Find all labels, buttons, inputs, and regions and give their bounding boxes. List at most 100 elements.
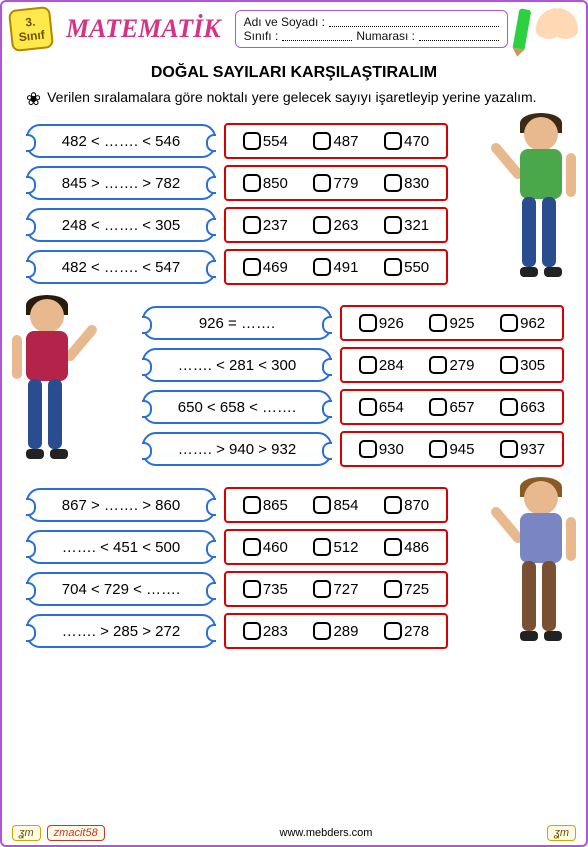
- answer-option[interactable]: 469: [243, 258, 288, 276]
- answer-option[interactable]: 870: [384, 496, 429, 514]
- checkbox-icon[interactable]: [313, 622, 331, 640]
- answer-box: 554 487 470: [224, 123, 448, 159]
- checkbox-icon[interactable]: [313, 258, 331, 276]
- checkbox-icon[interactable]: [313, 580, 331, 598]
- checkbox-icon[interactable]: [243, 258, 261, 276]
- answer-option[interactable]: 727: [313, 580, 358, 598]
- option-label: 305: [520, 357, 545, 374]
- checkbox-icon[interactable]: [243, 174, 261, 192]
- grade-badge: 3. Sınıf: [8, 6, 54, 52]
- option-label: 487: [333, 133, 358, 150]
- answer-option[interactable]: 278: [384, 622, 429, 640]
- checkbox-icon[interactable]: [500, 398, 518, 416]
- question-box: 482 < ……. < 547: [26, 250, 216, 284]
- exercise-row: 926 = …….926925962: [142, 305, 586, 341]
- option-label: 937: [520, 441, 545, 458]
- answer-option[interactable]: 305: [500, 356, 545, 374]
- checkbox-icon[interactable]: [384, 174, 402, 192]
- checkbox-icon[interactable]: [384, 496, 402, 514]
- instruction-row: ❀ Verilen sıralamalara göre noktalı yere…: [2, 82, 586, 113]
- checkbox-icon[interactable]: [384, 580, 402, 598]
- checkbox-icon[interactable]: [384, 132, 402, 150]
- option-label: 278: [404, 623, 429, 640]
- answer-option[interactable]: 926: [359, 314, 404, 332]
- question-box: ……. > 285 > 272: [26, 614, 216, 648]
- answer-option[interactable]: 321: [384, 216, 429, 234]
- checkbox-icon[interactable]: [243, 496, 261, 514]
- checkbox-icon[interactable]: [313, 538, 331, 556]
- answer-option[interactable]: 284: [359, 356, 404, 374]
- option-label: 926: [379, 315, 404, 332]
- answer-option[interactable]: 487: [313, 132, 358, 150]
- checkbox-icon[interactable]: [429, 314, 447, 332]
- option-label: 263: [333, 217, 358, 234]
- answer-option[interactable]: 663: [500, 398, 545, 416]
- checkbox-icon[interactable]: [313, 132, 331, 150]
- number-field[interactable]: [419, 29, 499, 41]
- class-field[interactable]: [282, 29, 352, 41]
- answer-option[interactable]: 491: [313, 258, 358, 276]
- name-field[interactable]: [329, 15, 499, 27]
- checkbox-icon[interactable]: [384, 622, 402, 640]
- answer-option[interactable]: 830: [384, 174, 429, 192]
- answer-option[interactable]: 279: [429, 356, 474, 374]
- answer-box: 735 727 725: [224, 571, 448, 607]
- question-box: 867 > ……. > 860: [26, 488, 216, 522]
- answer-option[interactable]: 554: [243, 132, 288, 150]
- answer-option[interactable]: 735: [243, 580, 288, 598]
- checkbox-icon[interactable]: [500, 314, 518, 332]
- answer-option[interactable]: 486: [384, 538, 429, 556]
- checkbox-icon[interactable]: [313, 174, 331, 192]
- answer-option[interactable]: 925: [429, 314, 474, 332]
- exercise-group: 482 < ……. < 546554487470845 > ……. > 7828…: [2, 113, 586, 295]
- checkbox-icon[interactable]: [313, 216, 331, 234]
- answer-option[interactable]: 283: [243, 622, 288, 640]
- answer-box: 469 491 550: [224, 249, 448, 285]
- checkbox-icon[interactable]: [429, 398, 447, 416]
- answer-option[interactable]: 930: [359, 440, 404, 458]
- checkbox-icon[interactable]: [359, 440, 377, 458]
- checkbox-icon[interactable]: [384, 258, 402, 276]
- checkbox-icon[interactable]: [243, 132, 261, 150]
- checkbox-icon[interactable]: [243, 622, 261, 640]
- answer-option[interactable]: 657: [429, 398, 474, 416]
- answer-option[interactable]: 550: [384, 258, 429, 276]
- checkbox-icon[interactable]: [384, 538, 402, 556]
- footer-left-badge: ʓm: [12, 825, 41, 841]
- question-box: ……. < 281 < 300: [142, 348, 332, 382]
- option-label: 850: [263, 175, 288, 192]
- answer-option[interactable]: 725: [384, 580, 429, 598]
- checkbox-icon[interactable]: [429, 440, 447, 458]
- checkbox-icon[interactable]: [359, 398, 377, 416]
- option-label: 962: [520, 315, 545, 332]
- answer-option[interactable]: 289: [313, 622, 358, 640]
- answer-option[interactable]: 962: [500, 314, 545, 332]
- answer-option[interactable]: 263: [313, 216, 358, 234]
- answer-option[interactable]: 512: [313, 538, 358, 556]
- flower-icon: ❀: [26, 88, 41, 111]
- answer-option[interactable]: 865: [243, 496, 288, 514]
- answer-option[interactable]: 779: [313, 174, 358, 192]
- checkbox-icon[interactable]: [243, 216, 261, 234]
- answer-option[interactable]: 945: [429, 440, 474, 458]
- checkbox-icon[interactable]: [313, 496, 331, 514]
- checkbox-icon[interactable]: [243, 580, 261, 598]
- checkbox-icon[interactable]: [359, 356, 377, 374]
- checkbox-icon[interactable]: [429, 356, 447, 374]
- answer-option[interactable]: 850: [243, 174, 288, 192]
- option-label: 321: [404, 217, 429, 234]
- answer-option[interactable]: 470: [384, 132, 429, 150]
- answer-option[interactable]: 654: [359, 398, 404, 416]
- answer-option[interactable]: 460: [243, 538, 288, 556]
- checkbox-icon[interactable]: [500, 356, 518, 374]
- checkbox-icon[interactable]: [500, 440, 518, 458]
- character-illustration: [8, 299, 86, 459]
- checkbox-icon[interactable]: [384, 216, 402, 234]
- checkbox-icon[interactable]: [243, 538, 261, 556]
- checkbox-icon[interactable]: [359, 314, 377, 332]
- answer-option[interactable]: 937: [500, 440, 545, 458]
- option-label: 283: [263, 623, 288, 640]
- answer-option[interactable]: 854: [313, 496, 358, 514]
- answer-option[interactable]: 237: [243, 216, 288, 234]
- option-label: 469: [263, 259, 288, 276]
